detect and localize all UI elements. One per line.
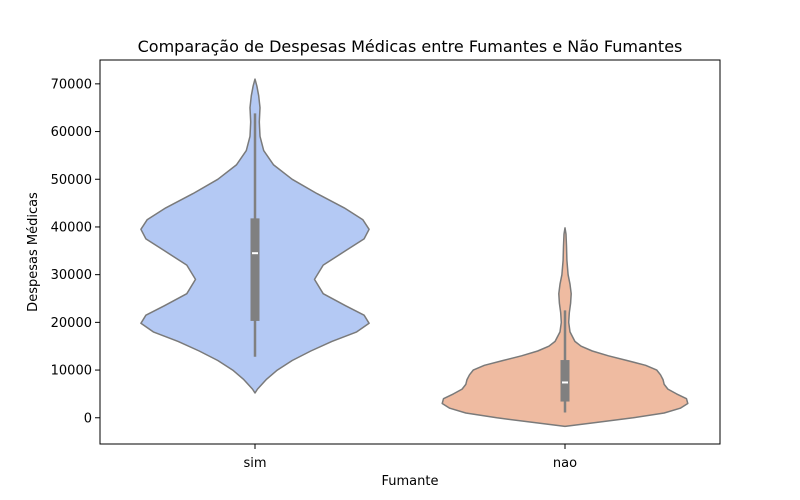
x-tick-label-nao: nao xyxy=(553,456,577,471)
y-axis-label: Despesas Médicas xyxy=(26,192,41,312)
y-tick-label: 70000 xyxy=(51,77,92,92)
y-axis: 0 10000 20000 30000 40000 50000 60000 70000 xyxy=(51,77,100,426)
plot-frame xyxy=(99,59,721,445)
y-tick-label: 10000 xyxy=(51,364,92,379)
y-tick-label: 40000 xyxy=(51,220,92,235)
x-axis-label: Fumante xyxy=(382,474,439,489)
iqr-box-sim xyxy=(250,218,260,321)
y-tick-label: 0 xyxy=(84,411,92,426)
x-tick-label-sim: sim xyxy=(243,456,266,471)
chart-title: Comparação de Despesas Médicas entre Fum… xyxy=(138,37,683,56)
y-tick-label: 60000 xyxy=(51,125,92,140)
x-axis: sim nao xyxy=(243,444,577,471)
y-tick-label: 50000 xyxy=(51,173,92,188)
y-tick-label: 20000 xyxy=(51,316,92,331)
iqr-box-nao xyxy=(560,360,570,402)
y-tick-label: 30000 xyxy=(51,268,92,283)
